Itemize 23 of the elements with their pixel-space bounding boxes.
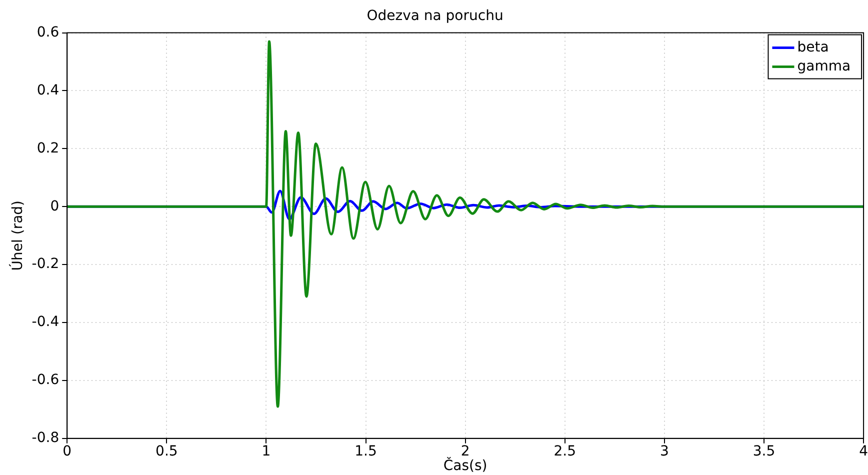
x-tick-label: 1 (262, 443, 271, 460)
x-tick-label: 1.5 (354, 443, 377, 460)
y-tick-label: -0.2 (32, 256, 60, 272)
y-tick-label: -0.6 (32, 372, 60, 388)
y-tick-label: -0.4 (32, 314, 60, 330)
line-series (67, 40, 864, 408)
y-axis-title: Úhel (rad) (9, 200, 26, 271)
legend-label: gamma (797, 58, 851, 74)
x-tick-label: 0.5 (156, 443, 178, 460)
y-tick-label: 0.4 (36, 82, 60, 98)
legend-label: beta (797, 39, 829, 56)
y-tick-label: 0.6 (36, 24, 60, 40)
x-tick-label: 2 (460, 443, 470, 460)
x-tick-label: 2.5 (554, 443, 576, 460)
x-tick-label: 3.5 (752, 443, 776, 460)
x-tick-label: 3 (660, 443, 669, 460)
x-tick-label: 0 (62, 443, 72, 460)
y-tick-label: 0 (50, 198, 60, 214)
y-tick-label: -0.8 (32, 430, 60, 446)
y-tick-label: 0.2 (36, 140, 60, 156)
chart-title: Odezva na poruchu (366, 8, 504, 24)
x-tick-label: 4 (859, 443, 868, 460)
x-axis-title: Čas(s) (443, 457, 488, 474)
